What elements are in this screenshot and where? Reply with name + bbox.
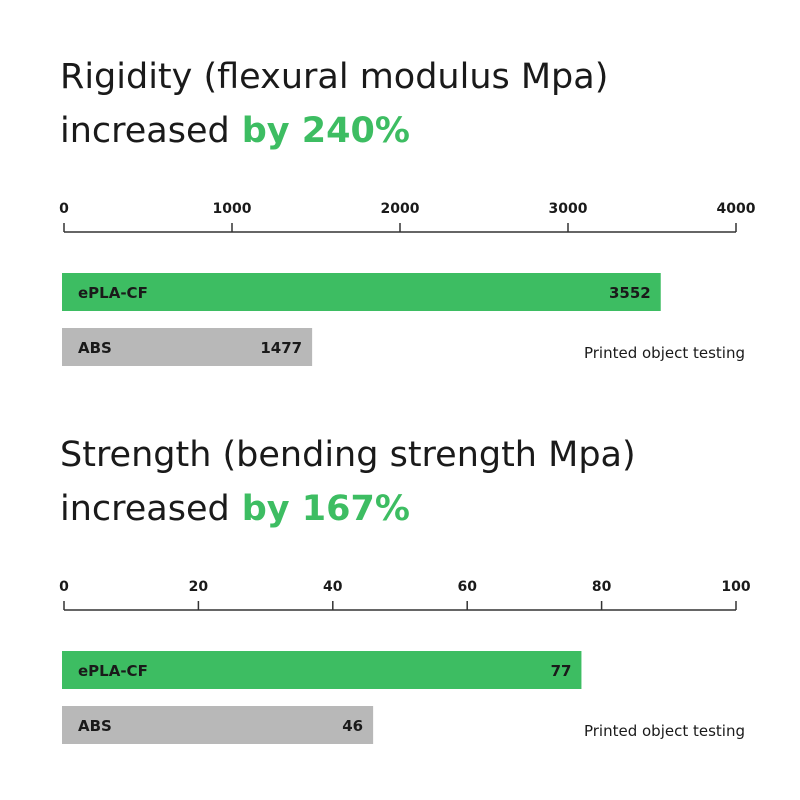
subtitle: increased <box>60 111 230 151</box>
value-label: 3552 <box>609 284 651 302</box>
category-label: ABS <box>78 717 112 735</box>
bar <box>62 273 661 311</box>
category-label: ePLA-CF <box>78 662 148 680</box>
category-label: ePLA-CF <box>78 284 148 302</box>
value-label: 1477 <box>260 339 302 357</box>
category-label: ABS <box>78 339 112 357</box>
chart-title: Rigidity (flexural modulus Mpa) <box>60 57 608 97</box>
x-tick-label: 100 <box>721 579 750 595</box>
value-label: 77 <box>551 662 572 680</box>
highlight: by 167% <box>242 489 410 529</box>
x-tick-label: 60 <box>457 579 477 595</box>
x-tick-label: 0 <box>59 579 69 595</box>
x-tick-label: 20 <box>189 579 209 595</box>
chart-subtitle-line: increased by 167% <box>60 489 410 529</box>
x-tick-label: 4000 <box>717 201 756 217</box>
value-label: 46 <box>342 717 363 735</box>
x-tick-label: 3000 <box>549 201 588 217</box>
note: Printed object testing <box>584 722 745 740</box>
subtitle: increased <box>60 489 230 529</box>
chart: Strength (bending strength Mpa) increased… <box>59 435 751 744</box>
bar <box>62 651 582 689</box>
chart: Rigidity (flexural modulus Mpa) increased… <box>59 57 756 366</box>
x-tick-label: 40 <box>323 579 343 595</box>
chart-subtitle-line: increased by 240% <box>60 111 410 151</box>
bar <box>62 706 374 744</box>
highlight: by 240% <box>242 111 410 151</box>
x-tick-label: 80 <box>592 579 612 595</box>
chart-title: Strength (bending strength Mpa) <box>60 435 636 475</box>
bar <box>62 328 313 366</box>
x-tick-label: 2000 <box>381 201 420 217</box>
x-tick-label: 0 <box>59 201 69 217</box>
x-tick-label: 1000 <box>213 201 252 217</box>
note: Printed object testing <box>584 344 745 362</box>
